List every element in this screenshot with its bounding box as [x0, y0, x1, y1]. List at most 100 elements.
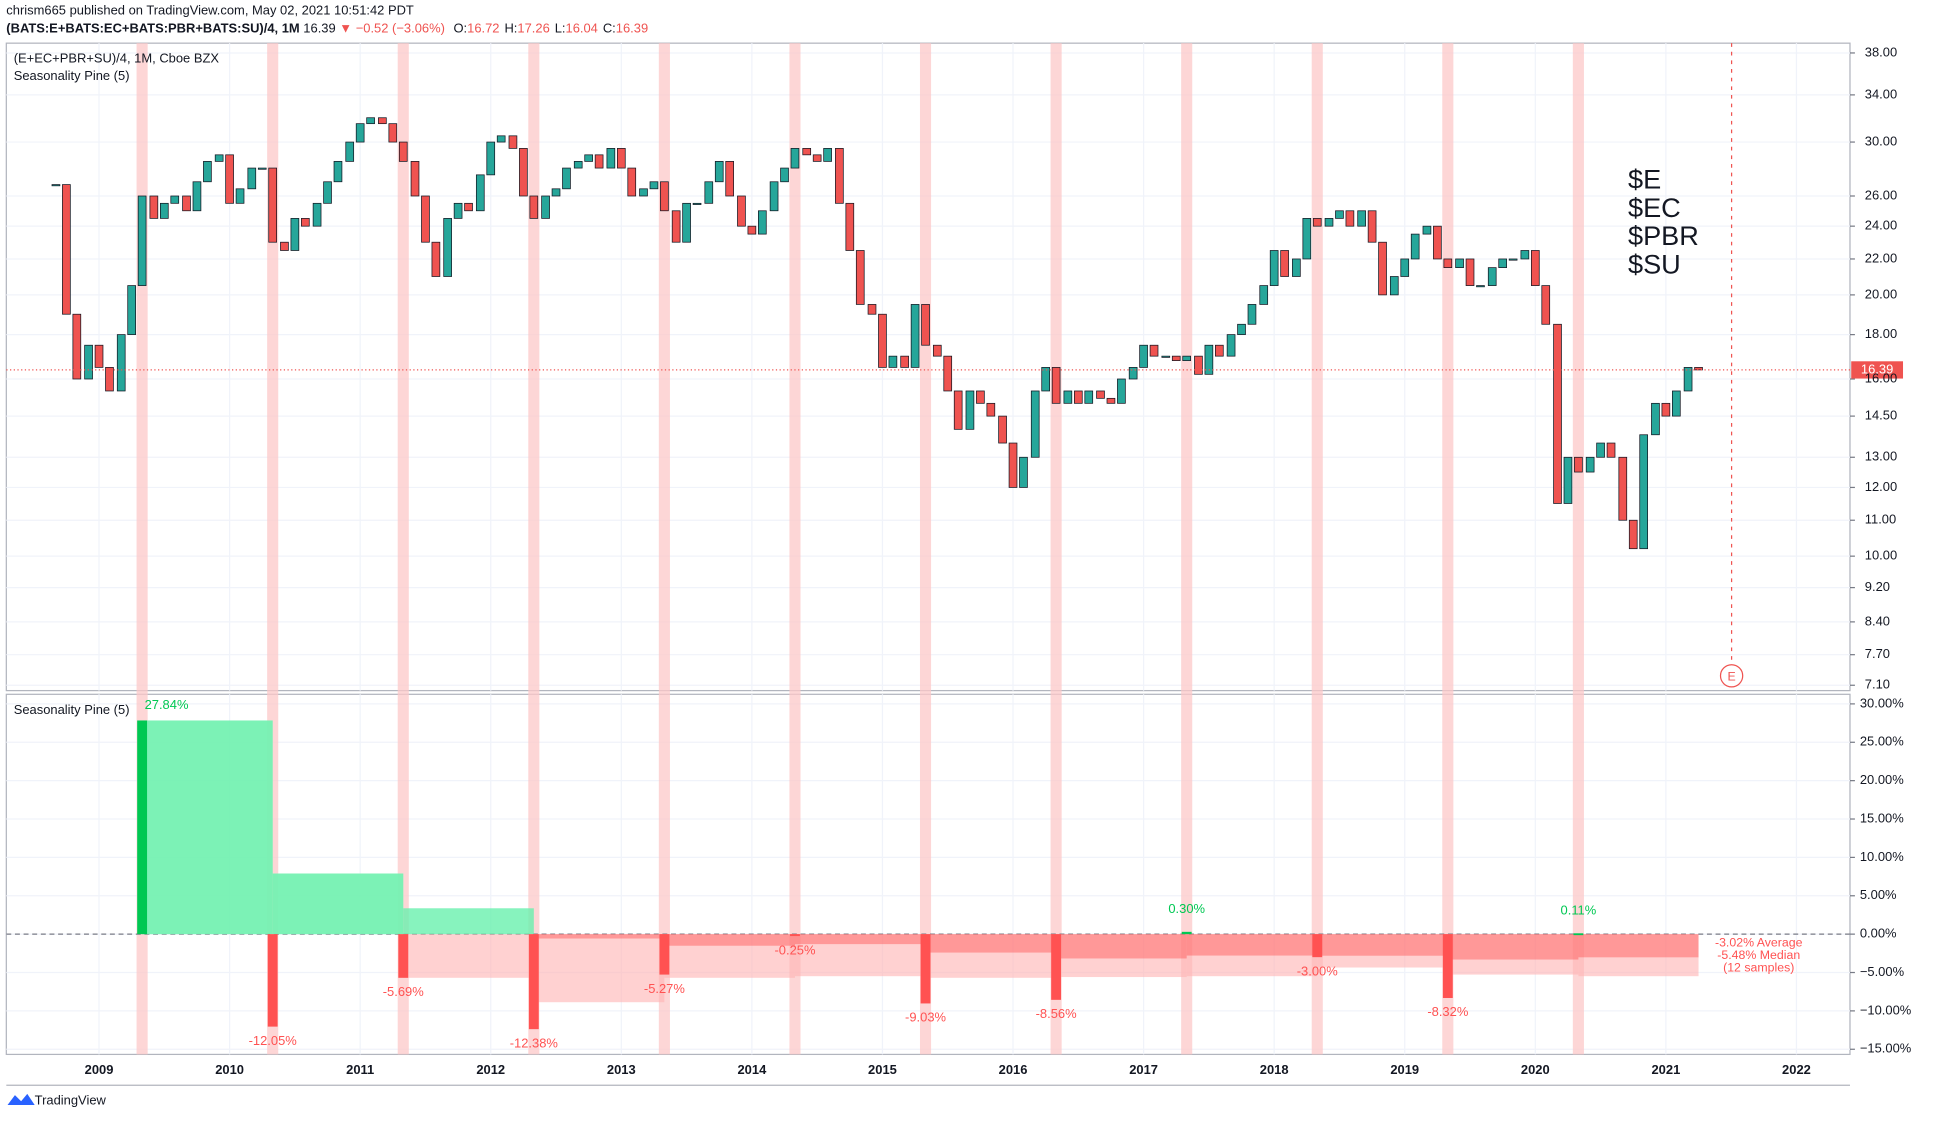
y-tick-label: 5.00%	[1860, 887, 1897, 902]
bar	[1442, 934, 1453, 998]
candle	[1302, 218, 1312, 260]
candle	[594, 154, 604, 169]
candle	[737, 195, 746, 227]
ohlc-label: O:	[453, 21, 467, 36]
summary-label: -5.48% Median	[1717, 948, 1800, 962]
bar	[528, 934, 539, 1030]
annotation: $SU	[1628, 249, 1681, 280]
y-tick-label: −15.00%	[1860, 1041, 1912, 1056]
candle	[421, 195, 430, 243]
candle	[812, 154, 822, 162]
candle	[1139, 344, 1148, 368]
candle	[584, 154, 593, 162]
y-tick-label: 0.00%	[1860, 926, 1897, 941]
annotation: $PBR	[1628, 220, 1699, 251]
candle	[1259, 285, 1269, 305]
x-tick-label: 2011	[346, 1062, 374, 1077]
candle	[1096, 390, 1105, 399]
candle	[1520, 250, 1530, 260]
season-band	[397, 43, 409, 1055]
average-area	[1578, 934, 1699, 958]
candle	[747, 225, 757, 235]
candle	[1106, 397, 1116, 404]
value-label: -8.32%	[1427, 1004, 1468, 1019]
median-area	[925, 934, 1057, 978]
value-label: -9.03%	[905, 1010, 946, 1025]
candle	[464, 202, 473, 212]
candle	[1618, 456, 1628, 521]
candle	[1553, 323, 1562, 504]
candle	[1345, 210, 1355, 227]
ohlc-value: 16.04	[566, 21, 598, 36]
y-tick-label: 7.10	[1865, 677, 1890, 692]
median-area	[794, 934, 926, 977]
symbol: (BATS:E+BATS:EC+BATS:PBR+BATS:SU)/4, 1M	[6, 21, 299, 36]
value-label: -8.56%	[1036, 1006, 1077, 1021]
candle	[1378, 241, 1387, 296]
candle	[388, 123, 398, 143]
candle	[725, 161, 735, 197]
candle	[1541, 285, 1551, 325]
average-area	[533, 934, 665, 939]
candle	[519, 148, 528, 197]
legend: (E+EC+PBR+SU)/4, 1M, Cboe BZX	[14, 51, 220, 66]
candle	[1280, 250, 1289, 277]
x-tick-label: 2020	[1521, 1062, 1550, 1077]
average-area	[1447, 934, 1579, 960]
candle	[508, 135, 518, 149]
candle	[84, 344, 93, 380]
candle	[573, 161, 583, 169]
price-tag	[1851, 361, 1904, 379]
bar	[137, 720, 148, 935]
candle	[998, 415, 1007, 444]
average-area	[142, 720, 273, 935]
candle	[1247, 304, 1257, 325]
summary-label: -3.02% Average	[1715, 936, 1803, 950]
candle	[1563, 456, 1573, 504]
candle	[900, 355, 909, 368]
candle	[410, 161, 420, 197]
annotation: $E	[1628, 163, 1661, 194]
candle	[453, 202, 463, 219]
candle	[1324, 218, 1334, 227]
candle	[443, 218, 452, 277]
candle	[1508, 258, 1518, 261]
season-band	[528, 43, 540, 1055]
season-band	[658, 43, 670, 1055]
x-tick-label: 2021	[1651, 1062, 1680, 1077]
median-area	[1578, 934, 1699, 977]
x-tick-label: 2018	[1260, 1062, 1289, 1077]
candle	[953, 390, 963, 430]
candle	[1443, 258, 1453, 269]
season-band	[1050, 43, 1062, 1055]
candle	[192, 181, 202, 212]
candle	[72, 313, 82, 380]
candle	[1051, 367, 1061, 404]
candle	[921, 304, 930, 346]
x-tick-label: 2013	[607, 1062, 636, 1077]
y-tick-label: −5.00%	[1860, 964, 1905, 979]
bar	[398, 934, 409, 978]
candle	[867, 304, 877, 315]
candle	[486, 141, 496, 176]
candle	[105, 367, 114, 392]
candle	[1149, 344, 1159, 357]
candle	[1030, 390, 1040, 458]
candle	[1194, 355, 1203, 375]
annotation: $EC	[1628, 192, 1681, 223]
candle	[378, 117, 387, 125]
candle	[1628, 519, 1638, 550]
earnings-marker[interactable]: E	[1727, 669, 1735, 683]
logo	[7, 1093, 35, 1105]
candle	[910, 304, 920, 368]
candle	[1215, 344, 1224, 357]
average-area	[664, 934, 795, 946]
y-tick-label: 18.00	[1865, 326, 1897, 341]
earnings-circle[interactable]	[1719, 664, 1744, 688]
candle	[137, 195, 147, 286]
season-band	[1311, 43, 1323, 1055]
candle	[475, 174, 485, 212]
candle	[671, 210, 681, 243]
ohlc-label: L:	[555, 21, 566, 36]
bar	[1573, 933, 1584, 936]
